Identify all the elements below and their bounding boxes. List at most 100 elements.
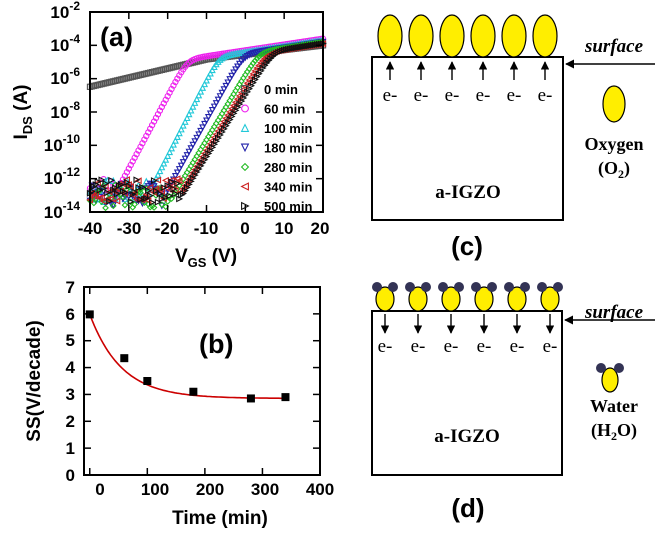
data-point <box>253 55 261 62</box>
data-point <box>167 176 175 184</box>
panel-a-y-axis-label: IDS (A) <box>11 85 35 140</box>
data-point <box>156 167 164 175</box>
legend-entry: 280 min <box>240 160 312 175</box>
data-point <box>148 199 156 206</box>
water-molecule <box>474 286 494 312</box>
diagram-label: (d) <box>451 493 484 523</box>
data-point <box>228 72 236 80</box>
data-point <box>108 176 116 184</box>
hydrogen-atom <box>504 282 514 292</box>
y-tick-label: 10-8 <box>50 99 80 122</box>
legend-marker <box>240 143 250 153</box>
x-tick-label: -10 <box>194 219 219 238</box>
data-point <box>114 190 122 198</box>
data-point <box>158 163 166 171</box>
data-point <box>154 198 162 206</box>
data-point <box>145 187 153 195</box>
data-point <box>176 72 183 79</box>
x-tick-label: 200 <box>196 480 224 499</box>
legend-marker <box>240 182 249 191</box>
data-point <box>222 82 230 90</box>
data-point <box>102 180 110 188</box>
electron-label: e- <box>414 85 429 106</box>
data-point <box>192 162 200 170</box>
data-point <box>173 169 181 177</box>
y-tick-label: 10-14 <box>44 199 81 222</box>
electron-label: e- <box>510 336 525 357</box>
electron-label: e- <box>383 85 398 106</box>
hydrogen-atom <box>487 282 497 292</box>
data-point <box>298 43 306 51</box>
data-point <box>224 51 232 59</box>
data-point <box>290 44 298 52</box>
panel-b-ticks <box>84 286 321 476</box>
data-point <box>100 184 108 192</box>
data-point <box>183 152 191 160</box>
data-point <box>249 70 257 78</box>
data-point <box>137 195 145 203</box>
data-point <box>203 117 210 125</box>
y-tick-label: 1 <box>66 439 75 458</box>
data-point <box>296 43 304 51</box>
data-point <box>172 190 180 198</box>
data-point <box>249 59 257 67</box>
x-tick-label: 20 <box>311 219 330 238</box>
y-tick-label: 4 <box>66 358 76 377</box>
data-point <box>104 189 112 197</box>
data-point <box>220 117 228 125</box>
data-point <box>189 102 197 110</box>
oxygen-molecule <box>470 14 496 58</box>
data-point <box>185 110 193 118</box>
panel-a-transfer-chart: (a) 0 min 60 min 100 min 180 min 280 min 340 … <box>11 0 329 270</box>
data-point <box>170 176 177 184</box>
data-point <box>166 148 174 156</box>
igzo-block <box>371 310 563 476</box>
data-point <box>181 182 189 190</box>
data-point <box>110 181 117 188</box>
data-point <box>98 176 106 184</box>
data-point <box>160 159 168 167</box>
y-tick-label: 10-12 <box>44 165 81 188</box>
data-point <box>96 186 104 194</box>
y-tick-label: 3 <box>66 385 75 404</box>
data-point <box>110 186 118 194</box>
data-point <box>306 42 314 50</box>
data-point <box>177 125 185 133</box>
data-point <box>174 75 181 82</box>
data-point <box>189 169 197 177</box>
x-tick-label: -30 <box>117 219 142 238</box>
data-point <box>194 159 202 167</box>
data-point <box>269 53 277 60</box>
data-point <box>168 178 176 186</box>
electron-label: e- <box>538 85 553 106</box>
surface-label: surface <box>584 36 644 57</box>
data-point <box>224 100 232 108</box>
data-point <box>251 67 259 75</box>
oxygen-molecule <box>408 14 434 58</box>
data-point <box>257 51 265 59</box>
y-tick-label: 5 <box>66 331 75 350</box>
x-tick-label: -20 <box>155 219 180 238</box>
data-point <box>210 123 218 131</box>
data-point <box>220 107 228 114</box>
data-point <box>158 195 166 203</box>
oxygen-molecule <box>532 14 558 58</box>
data-point <box>247 73 255 81</box>
panel-b-y-tick-labels: 0 1 2 3 4 5 6 7 <box>66 278 76 485</box>
data-point <box>90 183 98 191</box>
data-point <box>246 394 255 403</box>
y-tick-label: 10-10 <box>44 132 81 155</box>
electron-label: e- <box>507 85 522 106</box>
data-point <box>185 175 193 183</box>
data-point <box>148 181 156 189</box>
x-tick-label: 100 <box>141 480 169 499</box>
data-point <box>222 114 230 122</box>
water-molecule <box>408 286 428 312</box>
hydrogen-atom <box>421 282 431 292</box>
data-point <box>162 194 170 202</box>
data-point <box>165 186 173 194</box>
data-point <box>199 124 207 132</box>
fit-curve <box>89 314 286 400</box>
data-point <box>201 80 209 88</box>
x-tick-label: 0 <box>95 480 104 499</box>
